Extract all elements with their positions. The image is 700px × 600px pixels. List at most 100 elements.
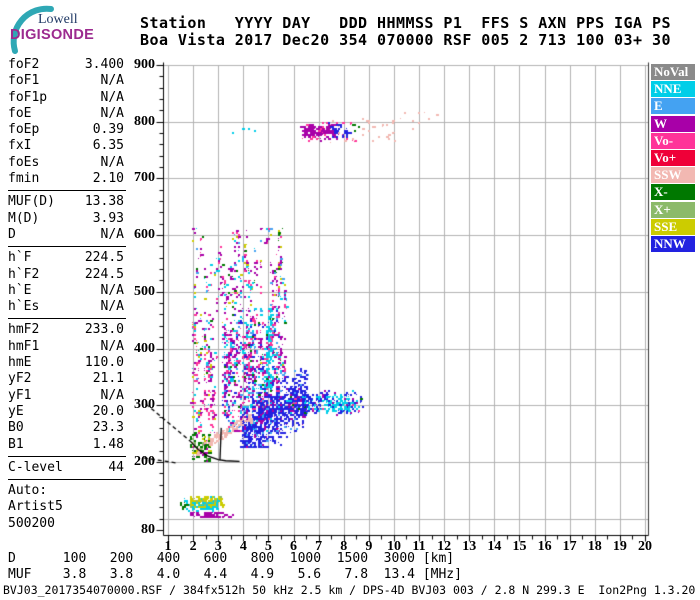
logo-digisonde-text: DIGISONDE (10, 27, 95, 43)
param-value: N/A (100, 299, 124, 315)
y-tick-300: 300 (134, 397, 155, 413)
param-label: B0 (8, 420, 24, 436)
x-tick-11: 11 (412, 539, 426, 554)
param-label: yF2 (8, 371, 32, 387)
param-value: 110.0 (84, 355, 124, 371)
param-label: foE (8, 105, 32, 121)
autoscaler-line: Auto: (8, 483, 48, 499)
param-row-hF2: h`F2 224.5 (8, 267, 124, 283)
param-label: foF1 (8, 73, 40, 89)
param-value: N/A (100, 387, 124, 403)
x-tick-2: 2 (189, 539, 197, 554)
param-label: h`E (8, 282, 32, 298)
legend-item-X+: X+ (651, 201, 695, 218)
param-label: D (8, 226, 16, 242)
param-row-MD: M(D) 3.93 (8, 211, 124, 227)
x-tick-15: 15 (512, 539, 527, 554)
param-label: foF2 (8, 57, 40, 72)
param-value: N/A (100, 154, 124, 170)
param-divider (8, 318, 126, 320)
logo-lowell-text: Lowell (38, 12, 78, 27)
param-row-foF1: foF1 N/A (8, 73, 124, 89)
legend-item-NNE: NNE (651, 81, 695, 98)
x-tick-5: 5 (264, 539, 272, 554)
x-tick-9: 9 (365, 539, 373, 554)
param-row-hE: h`E N/A (8, 283, 124, 299)
param-value: 2.10 (92, 171, 124, 187)
legend-item-SSW: SSW (651, 167, 695, 184)
header-field-names: Station YYYY DAY DDD HHMMSS P1 FFS S AXN… (140, 14, 671, 32)
x-tick-8: 8 (340, 539, 348, 554)
autoscaler-line: 500200 (8, 515, 55, 531)
param-value: 6.35 (92, 138, 124, 154)
param-label: hmF2 (8, 322, 40, 338)
param-label: h`F2 (8, 266, 40, 282)
param-value: 224.5 (84, 250, 124, 266)
param-row-hmF2: hmF2 233.0 (8, 322, 124, 338)
y-tick-600: 600 (134, 227, 155, 243)
param-row-foF2: foF2 3.400 (8, 57, 124, 73)
x-tick-13: 13 (462, 539, 477, 554)
param-label: B1 (8, 436, 24, 452)
param-value: 13.38 (84, 194, 124, 210)
y-tick-500: 500 (134, 283, 155, 299)
param-label: fmin (8, 171, 40, 187)
param-label: M(D) (8, 210, 40, 226)
param-value: N/A (100, 338, 124, 354)
parameter-panel: foF2 3.400 foF1 N/A foF1p N/A foE N/A foEp 0.39 fx… (8, 57, 126, 532)
param-value: 224.5 (84, 266, 124, 282)
x-tick-19: 19 (612, 539, 627, 554)
lowell-digisonde-logo: Lowell DIGISONDE (4, 4, 124, 56)
x-tick-18: 18 (587, 539, 602, 554)
legend-item-NoVal: NoVal (651, 64, 695, 80)
param-divider (8, 479, 126, 481)
param-divider (8, 455, 126, 457)
legend-item-Vo+: Vo+ (651, 149, 695, 166)
param-label: C-level (8, 459, 63, 475)
y-tick-200: 200 (134, 453, 155, 469)
param-row-hEs: h`Es N/A (8, 299, 124, 315)
param-divider (8, 246, 126, 248)
param-row-foEs: foEs N/A (8, 155, 124, 171)
x-tick-16: 16 (537, 539, 552, 554)
x-tick-12: 12 (437, 539, 452, 554)
legend-item-X-: X- (651, 184, 695, 201)
param-row-B0: B0 23.3 (8, 420, 124, 436)
param-label: MUF(D) (8, 194, 55, 210)
autoscaler-line: Artist5 (8, 499, 63, 515)
param-row-hmF1: hmF1 N/A (8, 339, 124, 355)
param-value: 3.93 (92, 210, 124, 226)
param-value: 1.48 (92, 436, 124, 452)
x-tick-20: 20 (637, 539, 652, 554)
x-tick-6: 6 (290, 539, 298, 554)
param-row-yF1: yF1 N/A (8, 388, 124, 404)
param-label: yE (8, 403, 24, 419)
param-label: yF1 (8, 387, 32, 403)
legend-item-SSE: SSE (651, 218, 695, 235)
param-label: foEs (8, 154, 40, 170)
param-row-foEp: foEp 0.39 (8, 122, 124, 138)
param-row-MUFD: MUF(D) 13.38 (8, 194, 124, 210)
x-tick-3: 3 (214, 539, 222, 554)
param-label: foEp (8, 122, 40, 138)
param-value: N/A (100, 89, 124, 105)
legend-item-NNW: NNW (651, 235, 695, 252)
x-tick-10: 10 (386, 539, 401, 554)
param-value: N/A (100, 105, 124, 121)
x-tick-17: 17 (562, 539, 577, 554)
param-row-yE: yE 20.0 (8, 404, 124, 420)
legend-item-W: W (651, 115, 695, 132)
param-label: h`F (8, 250, 32, 266)
param-row-hmE: hmE 110.0 (8, 355, 124, 371)
param-row-fxI: fxI 6.35 (8, 138, 124, 154)
y-tick-800: 800 (134, 113, 155, 129)
param-row-fmin: fmin 2.10 (8, 171, 124, 187)
param-row-C-level: C-level 44 (8, 460, 124, 476)
file-info-footer: BVJ03_2017354070000.RSF / 384fx512h 50 k… (3, 583, 696, 597)
param-label: hmF1 (8, 338, 40, 354)
x-tick-14: 14 (487, 539, 502, 554)
x-tick-7: 7 (315, 539, 323, 554)
param-label: foF1p (8, 89, 48, 105)
header-field-values: Boa Vista 2017 Dec20 354 070000 RSF 005 … (140, 31, 671, 49)
